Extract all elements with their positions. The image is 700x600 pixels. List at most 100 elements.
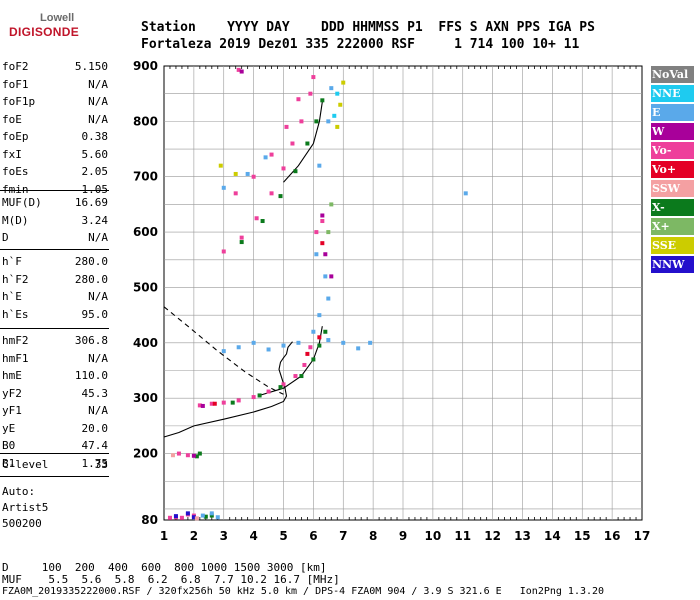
y-tick-label: 200 <box>133 447 158 461</box>
param-key: foF1 <box>2 77 29 91</box>
echo-point <box>245 171 250 176</box>
x-tick-label: 8 <box>369 529 377 543</box>
echo-point <box>326 230 331 235</box>
param-value: 33 <box>94 458 108 471</box>
echo-point <box>209 513 214 518</box>
y-tick-label: 900 <box>133 59 158 73</box>
echo-point <box>203 514 208 519</box>
x-tick-label: 5 <box>279 529 287 543</box>
param-key: C-level <box>2 458 49 471</box>
echo-point <box>284 124 289 129</box>
echo-point <box>254 216 259 221</box>
param-value: 0.38 <box>81 130 109 143</box>
echo-point <box>323 329 328 334</box>
param-value: 5.150 <box>74 60 108 73</box>
echo-point <box>296 340 301 345</box>
param-row: h`F2 280.0 <box>2 273 108 291</box>
param-value: 5.60 <box>81 147 109 161</box>
param-key: M(D) <box>2 213 29 227</box>
echo-point <box>278 194 283 199</box>
y-tick-label: 600 <box>133 225 158 239</box>
param-row: h`Es 95.0 <box>2 308 108 326</box>
echo-point <box>356 346 361 351</box>
param-row: h`E N/A <box>2 290 108 308</box>
echo-point <box>320 219 325 224</box>
param-row: foE N/A <box>2 113 108 131</box>
echo-point <box>320 213 325 218</box>
legend-item: Vo- <box>651 142 694 159</box>
param-row: fmin 1.05 <box>2 183 108 201</box>
param-separator <box>0 190 109 191</box>
echo-point <box>329 86 334 91</box>
x-tick-label: 17 <box>634 529 651 543</box>
param-key: foF2 <box>2 60 29 73</box>
echo-point <box>263 155 268 160</box>
param-key: hmE <box>2 369 22 382</box>
echo-point <box>317 335 322 340</box>
param-key: B1 <box>2 456 16 470</box>
echo-point <box>341 340 346 345</box>
echo-point <box>173 514 178 519</box>
x-tick-label: 13 <box>514 529 531 543</box>
echo-point <box>329 202 334 207</box>
echo-point <box>314 230 319 235</box>
echo-point <box>317 313 322 318</box>
param-value: 95.0 <box>81 307 109 321</box>
echo-point <box>463 191 468 196</box>
param-key: B0 <box>2 439 16 452</box>
echo-point <box>281 382 286 387</box>
param-key: fxI <box>2 147 22 161</box>
x-tick-label: 15 <box>574 529 591 543</box>
echo-point <box>269 191 274 196</box>
param-key: foF1p <box>2 95 36 108</box>
param-row: foEp 0.38 <box>2 130 108 148</box>
param-key: MUF(D) <box>2 196 42 209</box>
echo-point <box>191 515 196 520</box>
echo-point <box>302 362 307 367</box>
echo-point <box>293 374 298 379</box>
echo-point <box>239 240 244 245</box>
legend-item: NoVal <box>651 66 694 83</box>
logo-digisonde: DIGISONDE <box>9 25 80 39</box>
echo-point <box>251 340 256 345</box>
echo-point <box>323 252 328 257</box>
echo-point <box>167 515 172 520</box>
echo-point <box>194 454 199 459</box>
echo-point <box>308 345 313 350</box>
param-row: foF2 5.150 <box>2 60 108 78</box>
y-tick-label: 400 <box>133 336 158 350</box>
auto-code: 500200 <box>2 517 42 530</box>
param-key: D <box>2 231 9 244</box>
echo-point <box>314 252 319 257</box>
param-row: M(D) 3.24 <box>2 214 108 232</box>
param-row: fxI 5.60 <box>2 148 108 166</box>
x-tick-label: 4 <box>249 529 257 543</box>
x-tick-label: 6 <box>309 529 317 543</box>
param-value: N/A <box>88 290 108 303</box>
echo-point <box>338 102 343 107</box>
echo-point <box>239 69 244 74</box>
param-key: hmF1 <box>2 351 29 365</box>
echo-point <box>176 451 181 456</box>
param-separator <box>0 476 109 477</box>
echo-point <box>320 241 325 246</box>
echo-point <box>194 516 199 521</box>
param-value: 1.75 <box>81 456 109 470</box>
x-tick-label: 2 <box>190 529 198 543</box>
echo-point <box>236 67 241 72</box>
param-separator <box>0 453 109 454</box>
auto-artist: Artist5 <box>2 501 49 514</box>
param-key: yF2 <box>2 386 22 400</box>
param-key: hmF2 <box>2 334 29 347</box>
echo-point <box>311 329 316 334</box>
echo-point <box>335 91 340 96</box>
param-row: foF1p N/A <box>2 95 108 113</box>
param-value: 280.0 <box>74 255 108 268</box>
legend-item: SSW <box>651 180 694 197</box>
param-row: yF2 45.3 <box>2 387 108 405</box>
param-row: h`F 280.0 <box>2 255 108 273</box>
echo-point <box>197 403 202 408</box>
echo-point <box>278 385 283 390</box>
echo-point <box>257 393 262 398</box>
echo-point <box>335 124 340 129</box>
